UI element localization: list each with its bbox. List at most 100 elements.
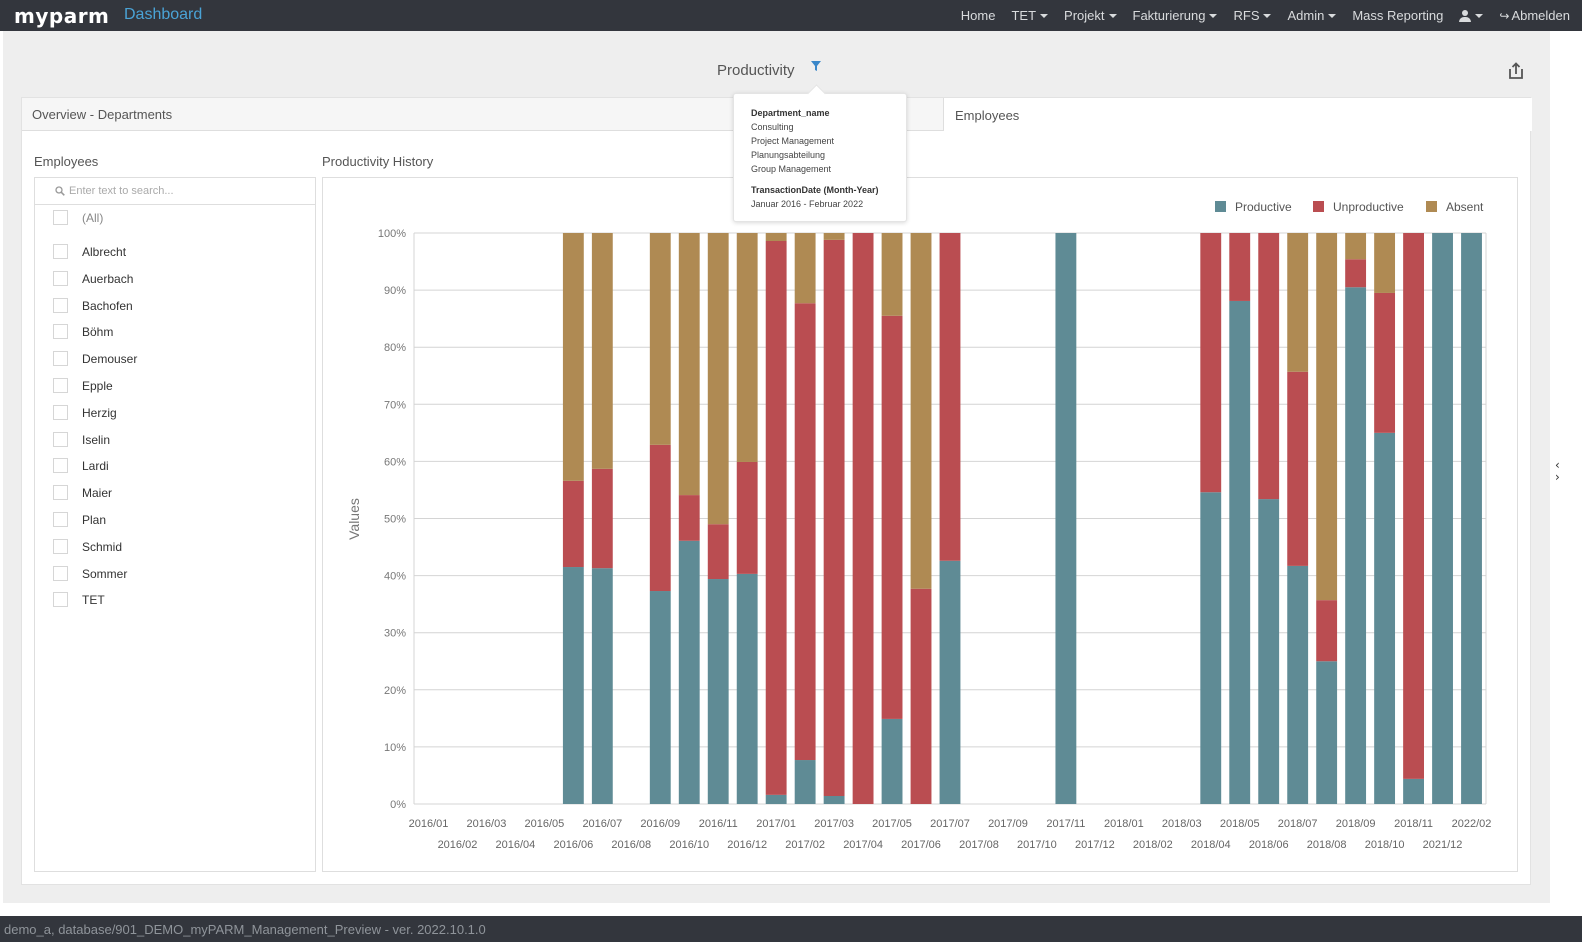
- nav-tet[interactable]: TET: [1003, 8, 1056, 23]
- bar-segment-unproductive: [707, 524, 729, 580]
- caret-down-icon: [1328, 13, 1337, 18]
- checkbox[interactable]: [53, 324, 68, 340]
- legend-label-productive: Productive: [1235, 200, 1292, 214]
- list-item-employee[interactable]: Epple: [35, 375, 315, 397]
- checkbox[interactable]: [53, 485, 68, 501]
- bar-segment-absent: [1345, 233, 1367, 260]
- x-tick-label: 2016/07: [582, 818, 622, 830]
- bar-segment-absent: [910, 233, 932, 589]
- legend-label-unproductive: Unproductive: [1333, 200, 1404, 214]
- checkbox[interactable]: [53, 210, 68, 225]
- list-item-all[interactable]: (All): [35, 207, 315, 229]
- checkbox[interactable]: [53, 458, 68, 474]
- nav-rfs[interactable]: RFS: [1225, 8, 1279, 23]
- nav-fakturierung-label: Fakturierung: [1132, 8, 1206, 23]
- list-item-employee[interactable]: Bachofen: [35, 295, 315, 317]
- nav-projekt[interactable]: Projekt: [1056, 8, 1124, 23]
- bar-segment-unproductive: [939, 233, 961, 561]
- side-panel-toggle[interactable]: ‹ ›: [1555, 459, 1560, 483]
- y-tick-label: 70%: [384, 399, 406, 411]
- checkbox[interactable]: [53, 592, 68, 608]
- x-tick-label: 2017/04: [843, 839, 883, 851]
- bar-segment-absent: [562, 233, 584, 481]
- bottom-strip: [0, 942, 1582, 950]
- nav-user-menu[interactable]: [1451, 9, 1491, 22]
- list-item-employee[interactable]: Auerbach: [35, 268, 315, 290]
- x-tick-label: 2018/10: [1365, 839, 1405, 851]
- list-item-employee[interactable]: Lardi: [35, 455, 315, 477]
- list-item-label: Böhm: [82, 325, 114, 340]
- x-tick-label: 2018/11: [1394, 818, 1433, 830]
- x-tick-label: 2017/06: [901, 839, 941, 851]
- logout-button[interactable]: ↪ Abmelden: [1491, 8, 1578, 23]
- export-icon[interactable]: [1507, 62, 1525, 80]
- logout-label: Abmelden: [1511, 8, 1570, 23]
- employee-search-input[interactable]: [69, 182, 299, 200]
- tooltip-value: Group Management: [751, 164, 832, 174]
- tooltip-heading: TransactionDate (Month-Year): [751, 185, 879, 195]
- x-tick-label: 2017/02: [785, 839, 825, 851]
- x-tick-label: 2017/09: [988, 818, 1028, 830]
- checkbox[interactable]: [53, 404, 68, 420]
- bar-segment-unproductive: [562, 480, 584, 568]
- bar-segment-unproductive: [823, 239, 845, 797]
- bar-segment-productive: [1461, 233, 1482, 804]
- checkbox[interactable]: [53, 565, 68, 581]
- bar-segment-productive: [1345, 287, 1367, 804]
- checkbox[interactable]: [53, 244, 68, 259]
- list-item-employee[interactable]: Demouser: [35, 348, 315, 370]
- list-item-employee[interactable]: Plan: [35, 509, 315, 531]
- y-tick-label: 30%: [384, 628, 406, 640]
- x-tick-label: 2016/05: [524, 818, 564, 830]
- checkbox[interactable]: [53, 512, 68, 527]
- checkbox[interactable]: [53, 270, 68, 286]
- checkbox[interactable]: [53, 378, 68, 393]
- nav-mass-reporting-label: Mass Reporting: [1352, 8, 1444, 23]
- checkbox[interactable]: [53, 351, 68, 367]
- list-item-label: Epple: [82, 379, 113, 393]
- list-item-employee[interactable]: TET: [35, 589, 315, 611]
- list-item-label: Auerbach: [82, 271, 134, 286]
- bar-segment-absent: [765, 233, 787, 241]
- list-item-employee[interactable]: Albrecht: [35, 241, 315, 263]
- list-item-employee[interactable]: Herzig: [35, 402, 315, 424]
- checkbox[interactable]: [53, 538, 68, 554]
- filter-icon[interactable]: [810, 60, 822, 72]
- x-tick-label: 2016/01: [409, 818, 449, 830]
- tab-employees[interactable]: Employees: [945, 98, 1532, 131]
- bar-segment-absent: [649, 233, 671, 445]
- bar-segment-productive: [1403, 778, 1424, 804]
- top-navbar: myparm Dashboard Home TET Projekt Faktur…: [0, 0, 1582, 31]
- bar-segment-productive: [1432, 233, 1453, 804]
- checkbox[interactable]: [53, 431, 68, 447]
- bar-segment-absent: [823, 233, 845, 240]
- caret-down-icon: [1475, 13, 1484, 18]
- bar-segment-productive: [591, 568, 613, 804]
- bar-segment-absent: [707, 233, 729, 525]
- tooltip-heading: Department_name: [751, 108, 830, 118]
- list-item-employee[interactable]: Sommer: [35, 563, 315, 585]
- nav-projekt-label: Projekt: [1064, 8, 1105, 23]
- list-item-label: Bachofen: [82, 298, 133, 313]
- x-tick-label: 2016/09: [640, 818, 680, 830]
- list-item-employee[interactable]: Iselin: [35, 429, 315, 451]
- footer-text: demo_a, database/901_DEMO_myPARM_Managem…: [4, 922, 486, 937]
- employee-search[interactable]: [35, 178, 315, 205]
- legend-swatch-unproductive: [1313, 201, 1324, 212]
- y-tick-label: 100%: [378, 228, 406, 240]
- app-logo[interactable]: myparm: [14, 4, 110, 28]
- nav-mass-reporting[interactable]: Mass Reporting: [1344, 8, 1451, 23]
- bar-segment-productive: [765, 794, 787, 804]
- list-item-employee[interactable]: Maier: [35, 482, 315, 504]
- nav-home[interactable]: Home: [953, 8, 1004, 23]
- nav-admin[interactable]: Admin: [1279, 8, 1344, 23]
- x-tick-label: 2021/12: [1423, 839, 1463, 851]
- checkbox[interactable]: [53, 297, 68, 313]
- legend-swatch-productive: [1215, 201, 1226, 212]
- nav-fakturierung[interactable]: Fakturierung: [1125, 8, 1226, 23]
- list-item-employee[interactable]: Böhm: [35, 321, 315, 343]
- tooltip-value: Consulting: [751, 122, 794, 132]
- list-item-employee[interactable]: Schmid: [35, 536, 315, 558]
- caret-down-icon: [1040, 13, 1049, 18]
- app-title[interactable]: Dashboard: [124, 6, 203, 23]
